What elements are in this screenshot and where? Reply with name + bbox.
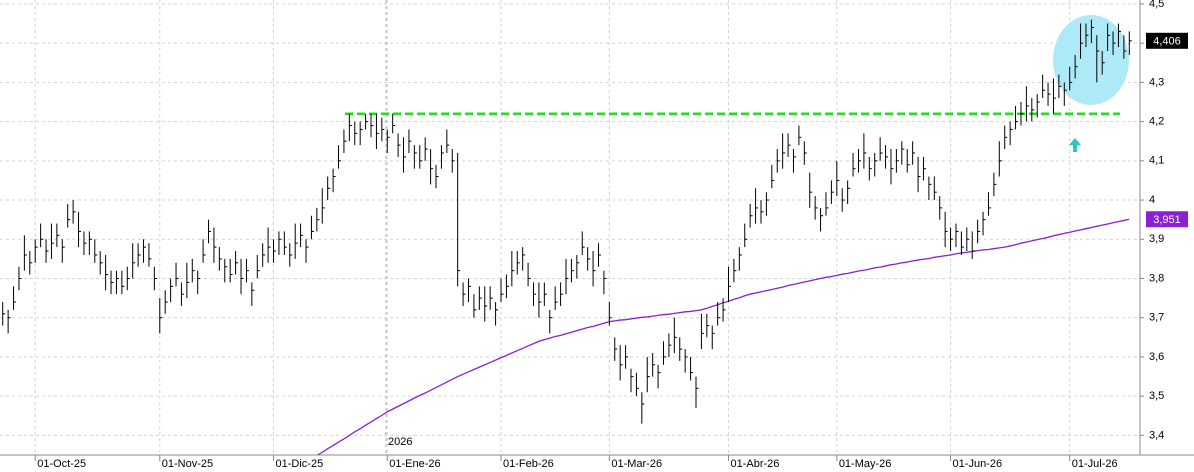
last-value-box: [1146, 32, 1188, 49]
arrow-up: [1069, 138, 1081, 152]
year-label: 2026: [388, 436, 412, 448]
axes: 3,43,53,63,73,83,944,14,24,34,44,501-Oct…: [34, 0, 1188, 470]
x-tick-label: 01-Jul-26: [1072, 458, 1118, 470]
x-tick-label: 01-Ene-26: [389, 458, 440, 470]
grid: [0, 0, 1140, 455]
y-tick-label: 3,4: [1149, 429, 1164, 441]
y-tick-label: 3,7: [1149, 312, 1164, 324]
x-tick-label: 01-Oct-25: [37, 458, 86, 470]
y-tick-label: 3,5: [1149, 390, 1164, 402]
last-value-box: [1146, 211, 1188, 228]
y-tick-label: 4: [1149, 194, 1155, 206]
x-tick-label: 01-Jun-26: [953, 458, 1003, 470]
x-tick-label: 01-Abr-26: [730, 458, 779, 470]
x-tick-label: 01-Feb-26: [503, 458, 554, 470]
last-value-label: 3,951: [1153, 214, 1181, 226]
x-tick-label: 01-Mar-26: [611, 458, 662, 470]
y-tick-label: 4,5: [1149, 0, 1164, 10]
y-tick-label: 3,8: [1149, 272, 1164, 284]
y-tick-label: 3,6: [1149, 351, 1164, 363]
plot: [2, 19, 1132, 455]
y-tick-label: 4,1: [1149, 155, 1164, 167]
y-tick-label: 3,9: [1149, 233, 1164, 245]
x-tick-label: 01-Dic-25: [276, 458, 324, 470]
last-value-label: 4,406: [1153, 36, 1181, 48]
y-tick-label: 4,3: [1149, 76, 1164, 88]
x-tick-label: 01-Nov-25: [162, 458, 213, 470]
x-tick-label: 01-May-26: [839, 458, 892, 470]
moving-average-line: [316, 218, 1130, 455]
y-tick-label: 4,2: [1149, 116, 1164, 128]
